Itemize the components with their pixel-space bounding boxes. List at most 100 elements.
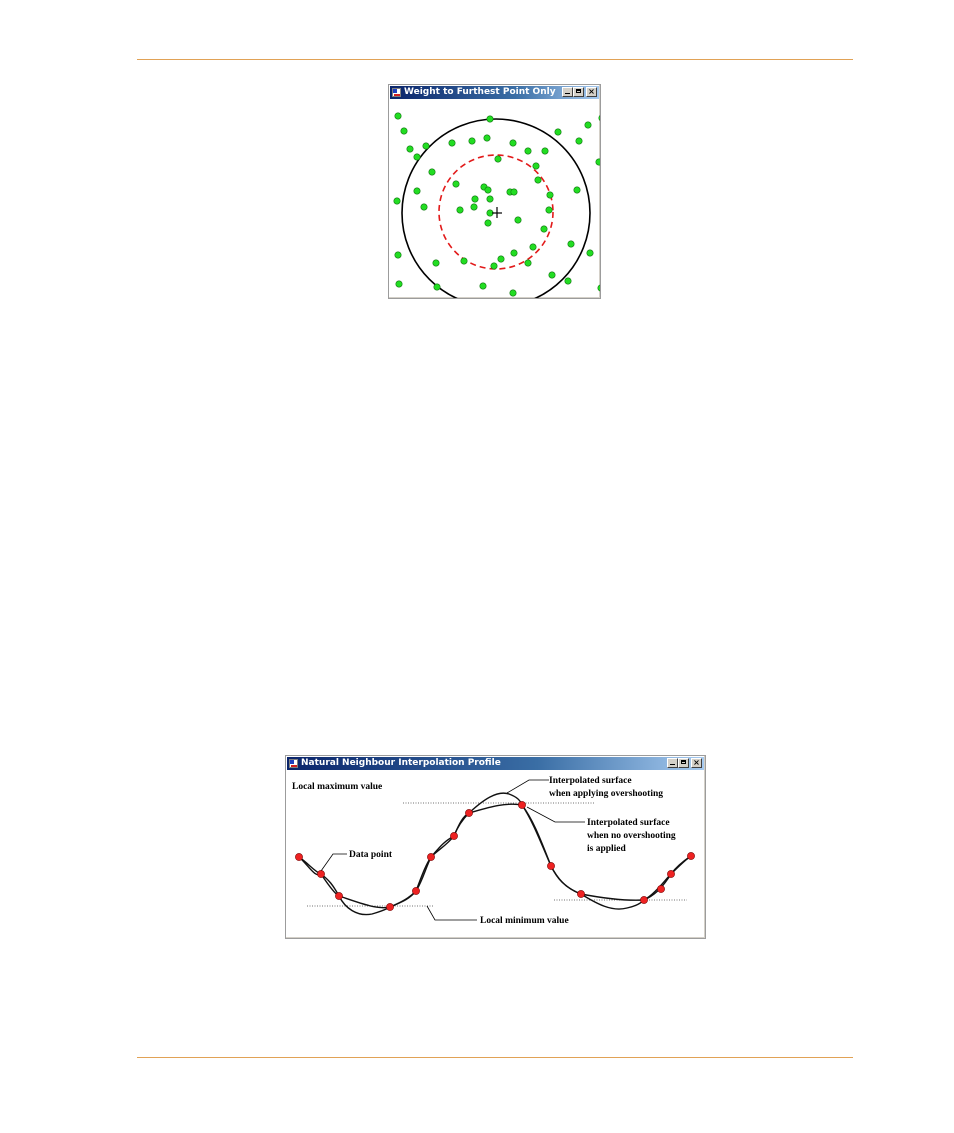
data-point-marker (595, 158, 600, 166)
data-point-marker (529, 243, 537, 251)
close-button[interactable]: × (691, 758, 702, 768)
data-point-marker (483, 134, 491, 142)
data-point-marker (510, 188, 518, 196)
data-point-marker (400, 127, 408, 135)
data-point-marker (534, 176, 542, 184)
data-point-marker (452, 180, 460, 188)
maximize-button[interactable] (573, 87, 584, 97)
data-point-marker (547, 862, 555, 870)
data-point-marker (386, 903, 394, 911)
local-min-label: Local minimum value (480, 916, 569, 926)
data-point-leader (320, 853, 347, 872)
data-points (295, 801, 695, 911)
no-overshoot-label-line2: when no overshooting (587, 831, 676, 841)
data-point-marker (584, 121, 592, 129)
data-point-marker (406, 145, 414, 153)
data-point-marker (541, 147, 549, 155)
data-point-marker (295, 853, 303, 861)
data-point-marker (450, 832, 458, 840)
data-point-marker (497, 255, 505, 263)
data-point-marker (484, 186, 492, 194)
data-point-marker (567, 240, 575, 248)
no-overshoot-label-line1: Interpolated surface (587, 818, 670, 828)
weight-window-titlebar[interactable]: Weight to Furthest Point Only × (390, 86, 599, 99)
data-point-marker (524, 259, 532, 267)
data-point-marker (490, 262, 498, 270)
data-point-marker (667, 870, 675, 878)
data-point-marker (448, 139, 456, 147)
data-point-marker (395, 280, 403, 288)
data-point-marker (428, 168, 436, 176)
data-point-marker (640, 896, 648, 904)
maximize-button[interactable] (678, 758, 689, 768)
data-point-marker (575, 137, 583, 145)
search-radius-circle (401, 118, 591, 298)
no-overshoot-label-line3: is applied (587, 844, 627, 854)
data-point-marker (413, 153, 421, 161)
data-point-marker (540, 225, 548, 233)
data-point-marker (509, 139, 517, 147)
data-point-marker (394, 112, 402, 120)
data-point-marker (413, 187, 421, 195)
data-point-marker (471, 195, 479, 203)
data-point-marker (494, 155, 502, 163)
no-overshoot-leader (526, 806, 585, 823)
data-point-marker (317, 870, 325, 878)
data-point-marker (465, 809, 473, 817)
data-point-marker (586, 249, 594, 257)
weight-window: Weight to Furthest Point Only × (388, 84, 601, 299)
data-points (393, 112, 600, 297)
data-point-marker (486, 115, 494, 123)
data-point-marker (420, 203, 428, 211)
data-point-marker (394, 251, 402, 259)
data-point-marker (412, 887, 420, 895)
data-point-marker (687, 852, 695, 860)
data-point-marker (598, 115, 600, 121)
app-icon[interactable] (289, 759, 298, 768)
data-point-marker (427, 853, 435, 861)
data-point-marker (548, 271, 556, 279)
data-point-marker (546, 191, 554, 199)
data-point-marker (597, 284, 600, 292)
data-point-marker (524, 147, 532, 155)
footer-rule (137, 1057, 853, 1058)
profile-window: Natural Neighbour Interpolation Profile … (285, 755, 706, 939)
data-point-marker (518, 801, 526, 809)
data-point-marker (514, 216, 522, 224)
local-max-label: Local maximum value (292, 782, 382, 792)
data-point-marker (577, 890, 585, 898)
close-button[interactable]: × (586, 87, 597, 97)
profile-plot: Local maximum value Interpolated surface… (292, 776, 695, 926)
profile-window-titlebar[interactable]: Natural Neighbour Interpolation Profile … (287, 757, 704, 770)
app-icon[interactable] (392, 88, 401, 97)
data-point-marker (510, 249, 518, 257)
data-point-marker (532, 162, 540, 170)
data-point-marker (456, 206, 464, 214)
data-point-marker (393, 197, 401, 205)
data-point-label: Data point (349, 850, 393, 860)
data-point-marker (509, 289, 517, 297)
local-min-leader (426, 905, 477, 921)
data-point-marker (422, 142, 430, 150)
data-point-marker (335, 892, 343, 900)
overshoot-leader (506, 779, 549, 794)
data-point-marker (545, 206, 553, 214)
furthest-point-dashed-circle (438, 154, 554, 270)
crosshair-icon (492, 207, 502, 218)
window-title: Weight to Furthest Point Only (404, 87, 556, 97)
window-title: Natural Neighbour Interpolation Profile (301, 758, 501, 768)
data-point-marker (470, 203, 478, 211)
data-point-marker (564, 277, 572, 285)
overshoot-label-line1: Interpolated surface (549, 776, 632, 786)
data-point-marker (486, 195, 494, 203)
search-plot (393, 112, 600, 298)
data-point-marker (479, 282, 487, 290)
data-point-marker (460, 257, 468, 265)
header-rule (137, 59, 853, 60)
data-point-marker (573, 186, 581, 194)
minimize-button[interactable] (562, 87, 573, 97)
overshoot-label-line2: when applying overshooting (549, 789, 663, 799)
data-point-marker (484, 219, 492, 227)
minimize-button[interactable] (667, 758, 678, 768)
data-point-marker (468, 137, 476, 145)
